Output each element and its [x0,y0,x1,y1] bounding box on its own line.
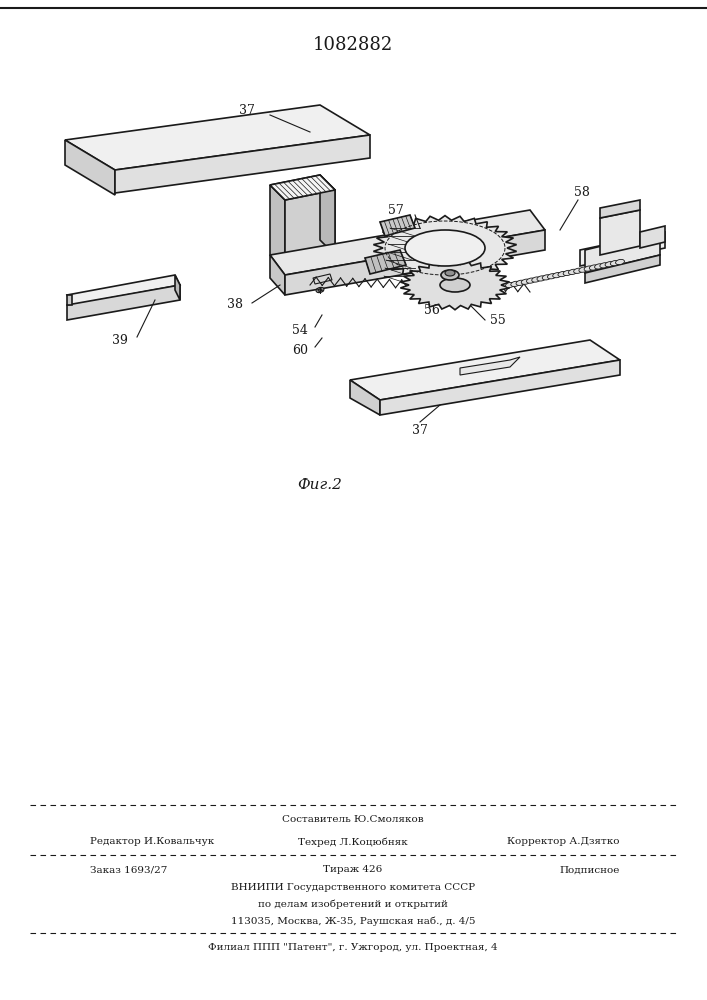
Ellipse shape [510,281,520,287]
Text: 37: 37 [412,424,428,436]
Polygon shape [67,295,72,305]
Polygon shape [285,190,335,265]
Ellipse shape [605,262,614,267]
Polygon shape [373,216,517,280]
Ellipse shape [532,277,541,282]
Ellipse shape [316,287,324,293]
Polygon shape [585,255,660,283]
Polygon shape [320,175,335,255]
Ellipse shape [527,278,535,283]
Text: Редактор И.Ковальчук: Редактор И.Ковальчук [90,838,214,846]
Text: 54: 54 [292,324,308,336]
Polygon shape [365,250,406,274]
Text: 56: 56 [424,304,440,316]
Ellipse shape [558,271,567,277]
Polygon shape [380,215,415,236]
Text: Подписное: Подписное [560,865,620,874]
Polygon shape [313,274,332,284]
Polygon shape [65,105,370,170]
Polygon shape [400,260,510,310]
Polygon shape [285,230,545,295]
Polygon shape [270,210,545,275]
Text: Техред Л.Коцюбняк: Техред Л.Коцюбняк [298,837,408,847]
Polygon shape [350,340,620,400]
Polygon shape [115,135,370,193]
Text: 57: 57 [388,204,404,217]
Ellipse shape [600,263,609,268]
Text: 55: 55 [490,314,506,326]
Text: Составитель Ю.Смоляков: Составитель Ю.Смоляков [282,816,423,824]
Ellipse shape [547,274,556,279]
Ellipse shape [537,276,546,281]
Polygon shape [175,275,180,300]
Ellipse shape [563,270,572,276]
Ellipse shape [445,270,455,276]
Ellipse shape [610,260,619,266]
Ellipse shape [595,264,604,269]
Polygon shape [350,380,380,415]
Polygon shape [585,232,660,273]
Text: 113035, Москва, Ж-35, Раушская наб., д. 4/5: 113035, Москва, Ж-35, Раушская наб., д. … [230,916,475,926]
Ellipse shape [553,273,561,278]
Ellipse shape [542,275,551,280]
Ellipse shape [584,266,593,271]
Ellipse shape [521,279,530,284]
Polygon shape [270,185,285,265]
Polygon shape [380,360,620,415]
Polygon shape [600,210,640,255]
Ellipse shape [440,278,470,292]
Polygon shape [65,140,115,195]
Text: Фиг.2: Фиг.2 [298,478,342,492]
Text: Тираж 426: Тираж 426 [323,865,382,874]
Polygon shape [600,200,640,218]
Text: 38: 38 [227,298,243,312]
Ellipse shape [590,265,598,270]
Text: Филиал ППП "Патент", г. Ужгород, ул. Проектная, 4: Филиал ППП "Патент", г. Ужгород, ул. Про… [208,944,498,952]
Text: 60: 60 [292,344,308,357]
Ellipse shape [506,282,515,288]
Ellipse shape [516,280,525,285]
Ellipse shape [318,289,322,291]
Text: 1082882: 1082882 [313,36,393,54]
Text: 39: 39 [112,334,128,347]
Text: 58: 58 [574,186,590,200]
Text: 37: 37 [239,104,255,116]
Text: Корректор А.Дзятко: Корректор А.Дзятко [508,838,620,846]
Polygon shape [640,226,665,248]
Text: ВНИИПИ Государственного комитета СССР: ВНИИПИ Государственного комитета СССР [231,882,475,892]
Ellipse shape [616,259,624,265]
Ellipse shape [441,270,459,280]
Polygon shape [270,175,335,200]
Ellipse shape [579,267,588,272]
Polygon shape [460,357,520,375]
Polygon shape [270,175,335,200]
Text: по делам изобретений и открытий: по делам изобретений и открытий [258,899,448,909]
Polygon shape [67,275,180,305]
Ellipse shape [573,268,583,273]
Polygon shape [580,232,665,266]
Ellipse shape [568,269,578,274]
Polygon shape [270,255,285,295]
Polygon shape [67,285,180,320]
Text: Заказ 1693/27: Заказ 1693/27 [90,865,168,874]
Ellipse shape [405,230,485,266]
